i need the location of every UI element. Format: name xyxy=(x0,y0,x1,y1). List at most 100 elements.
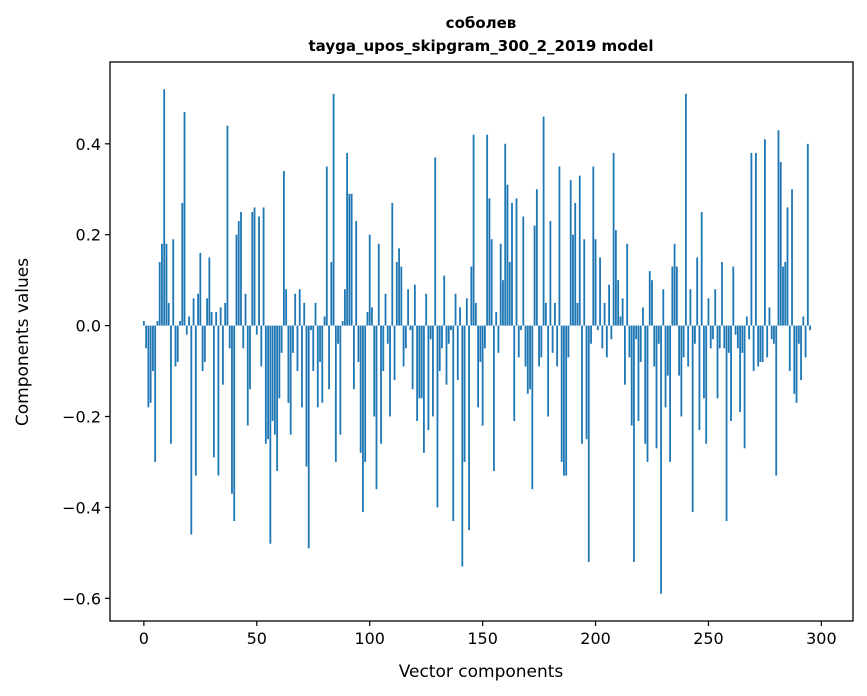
bar xyxy=(761,325,764,362)
bar xyxy=(280,325,283,353)
bar xyxy=(703,325,705,399)
bar xyxy=(553,302,556,326)
bar xyxy=(262,207,265,326)
bar xyxy=(544,302,547,326)
bar xyxy=(524,325,527,367)
bar xyxy=(585,325,588,440)
bar xyxy=(418,325,421,399)
bar xyxy=(413,284,416,326)
bar xyxy=(194,325,197,476)
bar xyxy=(741,325,744,353)
bar xyxy=(337,325,339,344)
bar xyxy=(578,175,581,326)
bar xyxy=(574,202,577,326)
bar xyxy=(402,325,405,367)
bar xyxy=(330,261,333,326)
bar xyxy=(470,266,473,326)
bar xyxy=(253,207,256,326)
bar xyxy=(425,293,428,326)
bar xyxy=(436,325,439,508)
bar xyxy=(657,325,660,344)
bar xyxy=(154,325,157,462)
bar xyxy=(493,325,495,472)
bar xyxy=(594,239,597,326)
bar xyxy=(660,325,662,594)
bar xyxy=(678,325,681,376)
bar xyxy=(312,325,315,372)
bar xyxy=(727,325,730,353)
bar xyxy=(145,325,148,349)
bar xyxy=(296,325,299,372)
bar xyxy=(199,252,202,326)
bar xyxy=(605,325,608,358)
bar xyxy=(366,311,369,326)
bar xyxy=(185,325,188,335)
bar xyxy=(488,198,491,326)
bar xyxy=(576,302,579,326)
bar xyxy=(398,248,400,326)
bar xyxy=(233,325,236,522)
y-ticks-group: −0.6 −0.4 −0.2 0.0 0.2 0.4 xyxy=(62,135,110,608)
bar xyxy=(314,302,317,326)
bar xyxy=(759,325,762,362)
chart-title: соболев xyxy=(446,14,517,32)
bar xyxy=(590,325,592,344)
bar xyxy=(368,234,371,326)
bar xyxy=(149,325,152,403)
bar xyxy=(669,325,671,462)
bar xyxy=(730,325,732,422)
bar xyxy=(804,325,807,358)
bar xyxy=(176,325,179,362)
bar xyxy=(210,311,213,326)
bar xyxy=(423,325,425,453)
bar xyxy=(461,325,464,567)
bar xyxy=(547,325,550,417)
bar xyxy=(152,325,154,372)
bar xyxy=(714,289,717,326)
bar xyxy=(497,325,500,353)
bar xyxy=(206,298,209,326)
bar xyxy=(228,325,231,349)
bar xyxy=(542,116,545,326)
bar xyxy=(777,130,780,326)
bar xyxy=(535,189,538,326)
bar xyxy=(258,216,260,326)
bar xyxy=(569,180,572,326)
x-axis-label: Vector components xyxy=(399,662,564,682)
bar xyxy=(653,325,656,367)
bar xyxy=(465,298,468,326)
bar xyxy=(212,325,215,458)
bar xyxy=(587,325,590,562)
bar xyxy=(359,325,362,453)
bar xyxy=(646,325,649,462)
bar xyxy=(179,321,181,326)
bar xyxy=(434,157,437,326)
bar xyxy=(459,307,461,326)
bar xyxy=(219,307,222,326)
y-tick-label: −0.2 xyxy=(62,407,101,426)
bar xyxy=(341,321,344,326)
bar xyxy=(463,325,466,462)
bar xyxy=(215,311,218,326)
bar xyxy=(287,325,290,403)
bar xyxy=(694,325,696,344)
bar xyxy=(249,325,251,390)
bar xyxy=(271,325,274,422)
bar xyxy=(192,298,195,326)
bar xyxy=(481,325,484,426)
bar xyxy=(188,316,190,326)
bar xyxy=(483,325,486,349)
chart-subtitle: tayga_upos_skipgram_300_2_2019 model xyxy=(309,37,654,55)
bar xyxy=(610,325,613,340)
bar xyxy=(142,321,145,326)
bar xyxy=(721,261,723,326)
bar xyxy=(648,271,651,326)
bar xyxy=(768,307,771,326)
bar xyxy=(637,325,640,422)
bar xyxy=(556,325,559,367)
bar xyxy=(748,325,751,340)
bar xyxy=(384,293,387,326)
bar xyxy=(339,325,342,435)
bar xyxy=(680,325,683,417)
